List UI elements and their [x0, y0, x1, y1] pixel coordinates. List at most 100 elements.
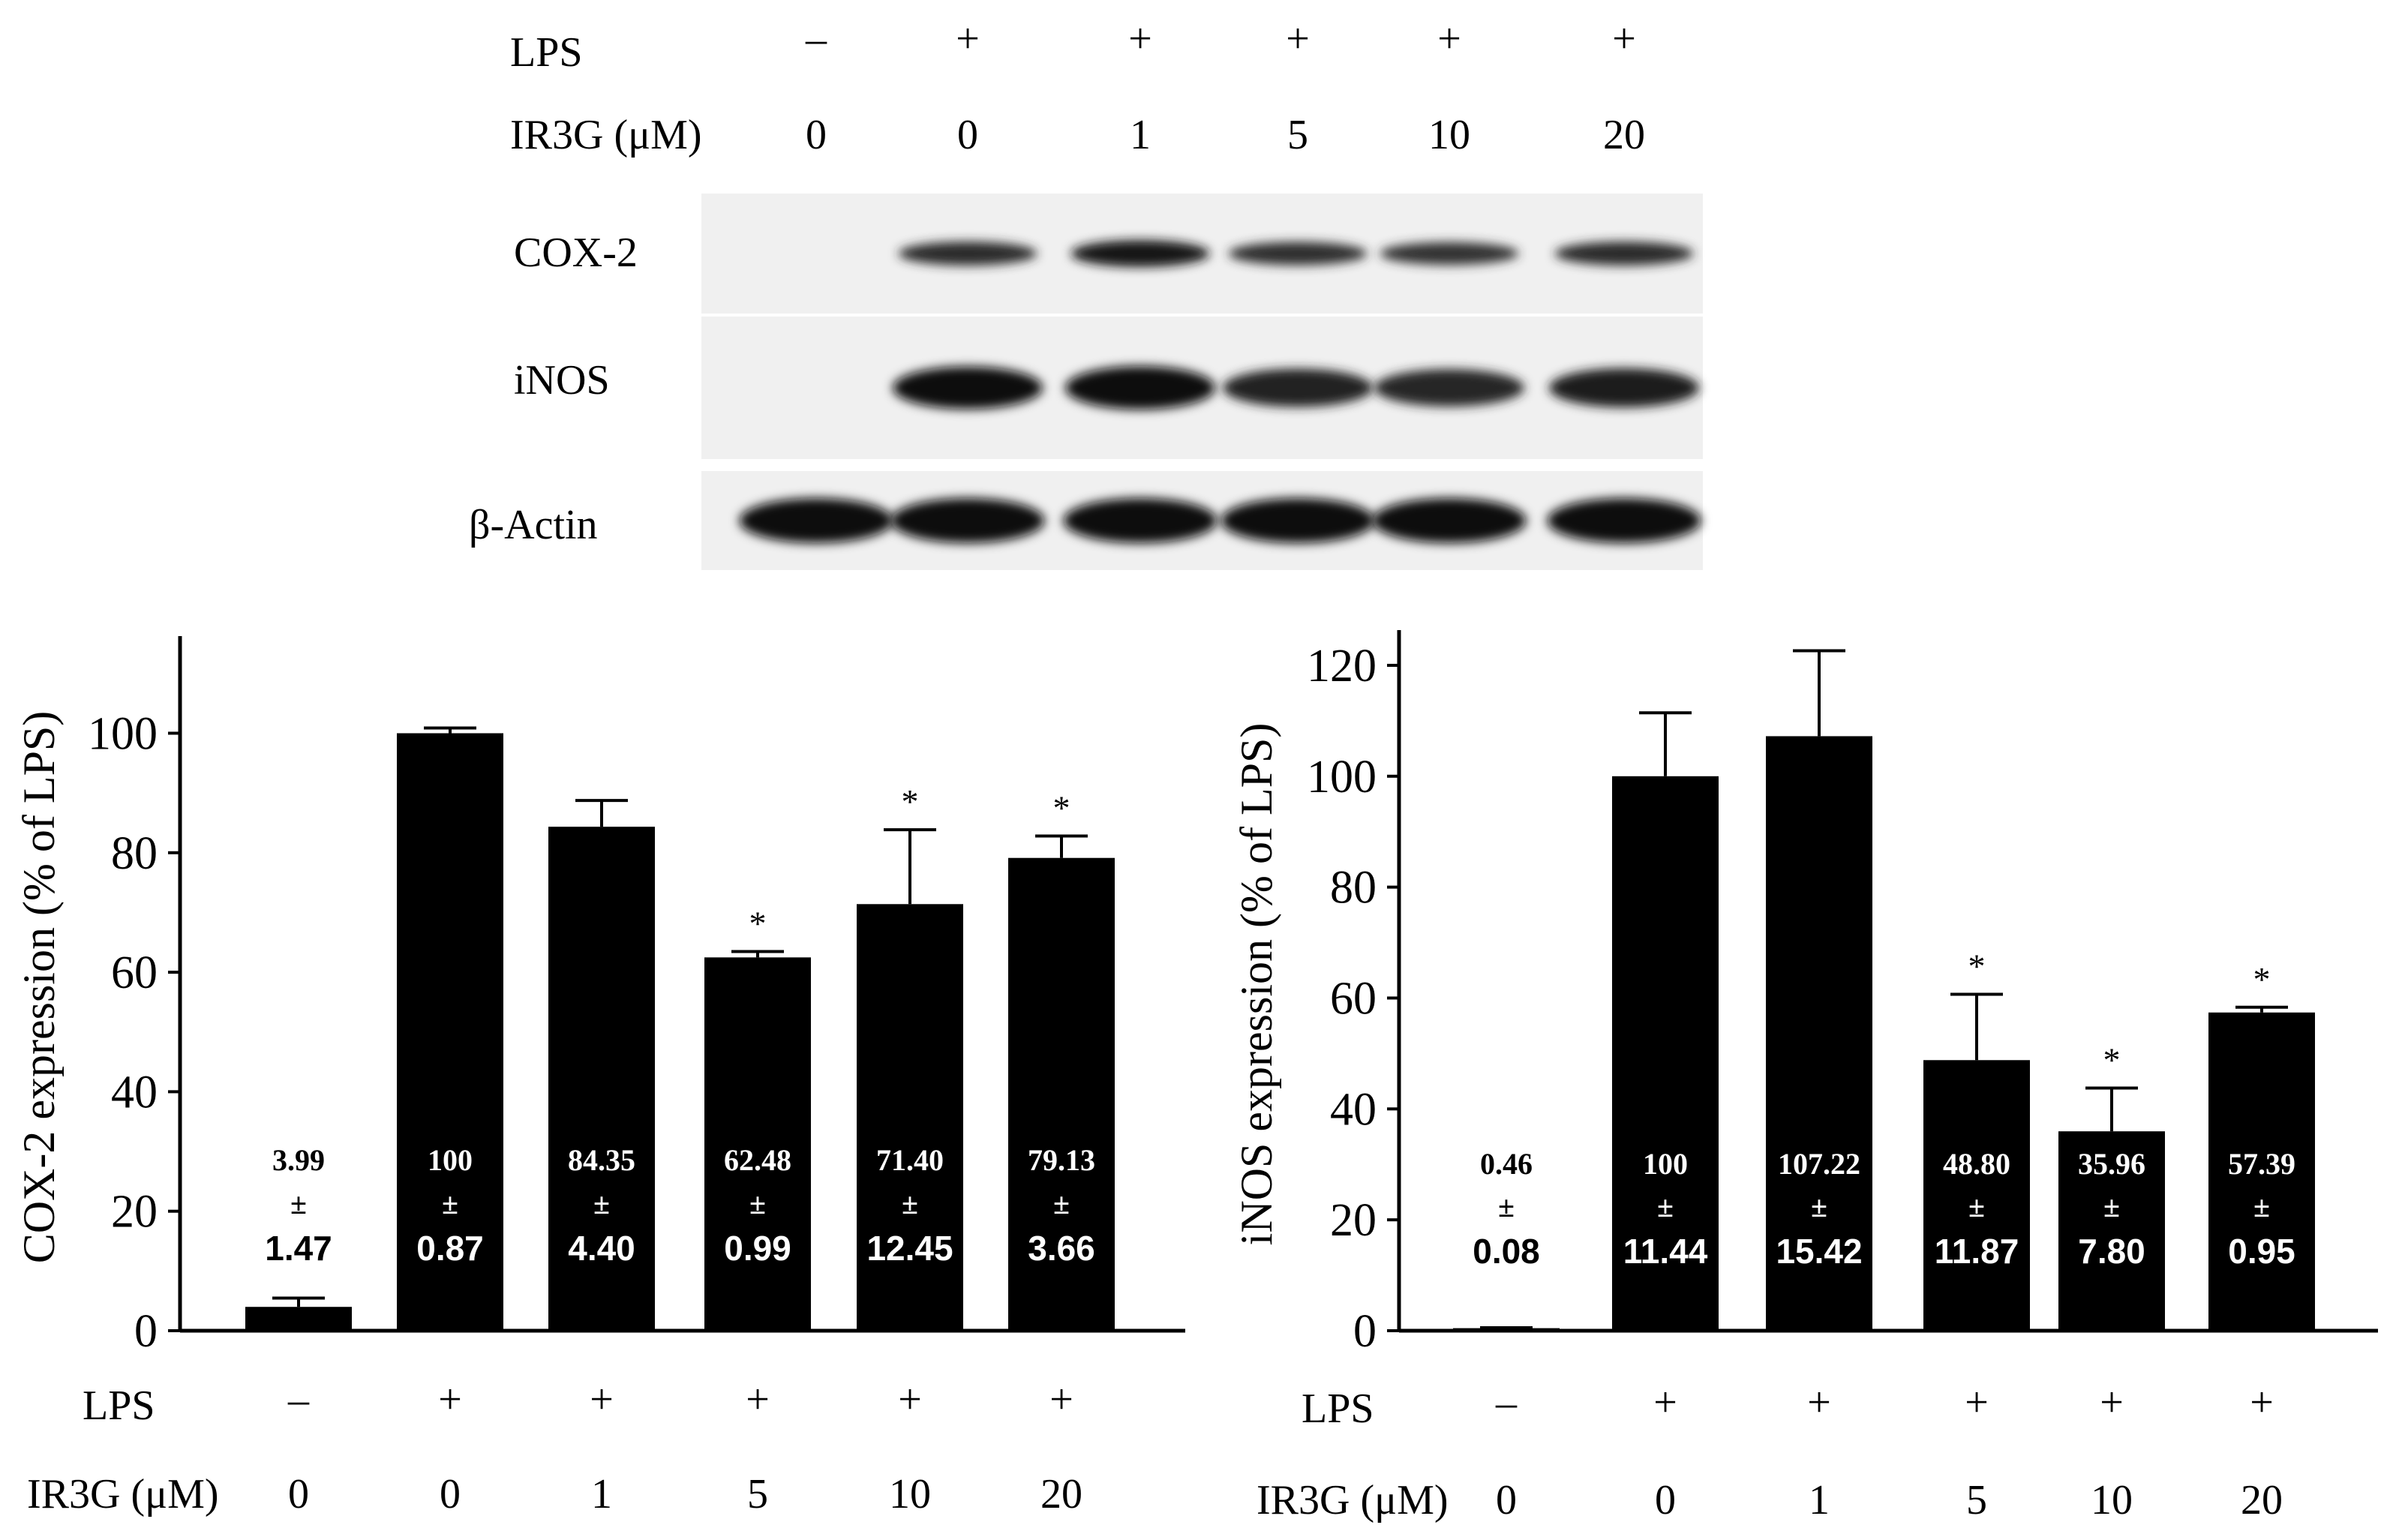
dose-label: 10 — [2091, 1477, 2133, 1523]
mean-label: 100 — [428, 1143, 473, 1177]
bar — [245, 1307, 352, 1331]
sd-label: 4.40 — [568, 1229, 635, 1268]
dose-row-label: IR3G (μM) — [1257, 1477, 1449, 1523]
pm-label: ± — [2253, 1190, 2270, 1223]
y-axis-title: iNOS expression (% of LPS) — [1232, 723, 1281, 1246]
blot-dose-label: 5 — [1287, 112, 1308, 158]
significance-star: * — [2253, 960, 2271, 998]
y-tick-label: 20 — [111, 1187, 158, 1238]
pm-label: ± — [749, 1187, 766, 1220]
mean-label: 0.46 — [1480, 1147, 1533, 1181]
bar — [2208, 1012, 2315, 1331]
blot-lps-sign: + — [1612, 16, 1636, 62]
pm-label: ± — [1968, 1190, 1985, 1223]
bar — [1008, 857, 1115, 1331]
blot-dose-label: 20 — [1603, 112, 1645, 158]
y-tick-label: 40 — [1330, 1084, 1377, 1135]
y-tick-label: 80 — [1330, 863, 1377, 914]
y-axis-title: COX-2 expression (% of LPS) — [14, 711, 64, 1264]
blot-band — [1228, 242, 1368, 266]
bar — [548, 827, 655, 1331]
mean-label: 3.99 — [272, 1143, 325, 1177]
significance-star: * — [1053, 789, 1070, 827]
dose-label: 20 — [1040, 1471, 1082, 1517]
mean-label: 71.40 — [876, 1143, 944, 1177]
blot-band — [1065, 366, 1215, 410]
dose-label: 0 — [1496, 1477, 1517, 1523]
pm-label: ± — [1811, 1190, 1827, 1223]
bar — [1453, 1328, 1560, 1331]
sd-label: 1.47 — [265, 1229, 332, 1268]
dose-label: 1 — [591, 1471, 612, 1517]
sd-label: 0.95 — [2228, 1232, 2295, 1271]
y-tick-label: 0 — [1353, 1306, 1377, 1357]
lps-sign: + — [590, 1376, 614, 1423]
lps-sign: + — [1049, 1376, 1073, 1423]
blot-lps-sign: + — [1128, 16, 1152, 62]
blot-band — [1372, 498, 1527, 543]
western-blot-panel: LPS IR3G (μM) – + + + + +0 0 1 5 10 20 COX-2 iNOS β-Act… — [469, 16, 1703, 570]
mean-label: 62.48 — [724, 1143, 791, 1177]
sd-label: 11.87 — [1935, 1232, 2019, 1271]
blot-band — [898, 242, 1037, 266]
blot-band — [739, 498, 893, 543]
blot-band — [1554, 242, 1694, 266]
blot-band — [1547, 498, 1701, 543]
pm-label: ± — [1657, 1190, 1674, 1223]
blot-lps-sign: + — [956, 16, 980, 62]
blot-row-label: β-Actin — [469, 502, 598, 548]
mean-label: 57.39 — [2228, 1147, 2295, 1181]
blot-dose-label: 1 — [1130, 112, 1151, 158]
bar — [397, 733, 503, 1331]
lps-sign: + — [746, 1376, 770, 1423]
bar — [704, 957, 811, 1331]
blot-ir3g-label: IR3G (μM) — [510, 112, 702, 158]
blot-band — [1374, 369, 1524, 407]
lps-row-label: LPS — [1302, 1385, 1374, 1432]
y-tick-label: 80 — [111, 828, 158, 879]
y-tick-label: 0 — [134, 1306, 158, 1357]
lps-sign: + — [1653, 1379, 1677, 1426]
blot-lps-label: LPS — [510, 29, 583, 76]
pm-label: ± — [593, 1187, 610, 1220]
lps-sign: + — [898, 1376, 922, 1423]
dose-label: 0 — [440, 1471, 461, 1517]
sd-label: 0.08 — [1473, 1232, 1540, 1271]
pm-label: ± — [2103, 1190, 2120, 1223]
y-tick-label: 100 — [88, 708, 158, 759]
mean-label: 48.80 — [1943, 1147, 2010, 1181]
sd-label: 7.80 — [2078, 1232, 2145, 1271]
bar — [2058, 1131, 2165, 1331]
blot-band — [893, 366, 1043, 410]
pm-label: ± — [1498, 1190, 1515, 1223]
blot-band — [890, 498, 1045, 543]
blot-band — [1221, 498, 1375, 543]
blot-band — [1070, 240, 1210, 267]
blot-dose-label: 0 — [957, 112, 978, 158]
sd-label: 15.42 — [1776, 1232, 1862, 1271]
sd-label: 12.45 — [866, 1229, 953, 1268]
y-tick-label: 100 — [1307, 752, 1377, 803]
bar — [1923, 1060, 2030, 1331]
significance-star: * — [2103, 1041, 2121, 1079]
significance-star: * — [1968, 947, 1986, 986]
dose-label: 20 — [2241, 1477, 2283, 1523]
mean-label: 35.96 — [2078, 1147, 2145, 1181]
lps-sign: + — [438, 1376, 462, 1423]
dose-label: 10 — [889, 1471, 931, 1517]
blot-band — [1063, 498, 1218, 543]
y-tick-label: 60 — [111, 947, 158, 998]
sd-label: 3.66 — [1028, 1229, 1095, 1268]
blot-dose-label: 10 — [1428, 112, 1470, 158]
dose-label: 5 — [1966, 1477, 1987, 1523]
lps-sign: – — [1495, 1379, 1518, 1426]
blot-lps-sign: – — [805, 16, 827, 62]
blot-lps-sign: + — [1286, 16, 1310, 62]
dose-label: 0 — [288, 1471, 309, 1517]
blot-dose-label: 0 — [806, 112, 827, 158]
y-tick-label: 60 — [1330, 973, 1377, 1024]
lps-sign: + — [2250, 1379, 2274, 1426]
blot-lps-sign: + — [1437, 16, 1461, 62]
